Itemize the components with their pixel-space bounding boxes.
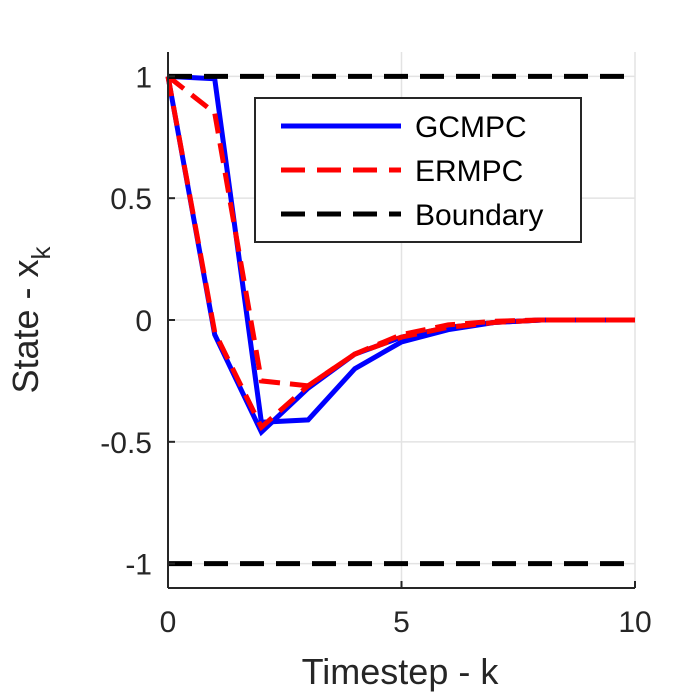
legend-label: Boundary bbox=[415, 199, 543, 232]
y-tick-label: 1 bbox=[135, 61, 152, 94]
x-tick-label: 5 bbox=[393, 606, 410, 639]
y-tick-label: 0 bbox=[135, 305, 152, 338]
y-tick-label: -1 bbox=[125, 549, 152, 582]
y-tick-label: -0.5 bbox=[100, 427, 152, 460]
y-axis-label-main: State - x bbox=[5, 259, 46, 393]
y-axis-label: State - xk bbox=[5, 245, 56, 393]
legend: GCMPC ERMPC Boundary bbox=[254, 97, 582, 243]
legend-label: GCMPC bbox=[415, 111, 527, 144]
x-tick-label: 0 bbox=[160, 606, 177, 639]
axes bbox=[167, 52, 636, 589]
series-line-ermpc bbox=[166, 74, 635, 389]
x-tick-label: 10 bbox=[618, 606, 651, 639]
y-axis-label-subscript: k bbox=[26, 245, 56, 259]
tick-labels: 0 5 10 -1 -0.5 0 0.5 1 bbox=[100, 61, 651, 639]
series-lines bbox=[165, 73, 635, 567]
legend-label: ERMPC bbox=[415, 155, 523, 188]
legend-box bbox=[254, 97, 582, 243]
x-axis-label: Timestep - k bbox=[302, 651, 500, 692]
y-tick-label: 0.5 bbox=[110, 183, 152, 216]
y-axis-label-group: State - xk bbox=[5, 245, 56, 393]
